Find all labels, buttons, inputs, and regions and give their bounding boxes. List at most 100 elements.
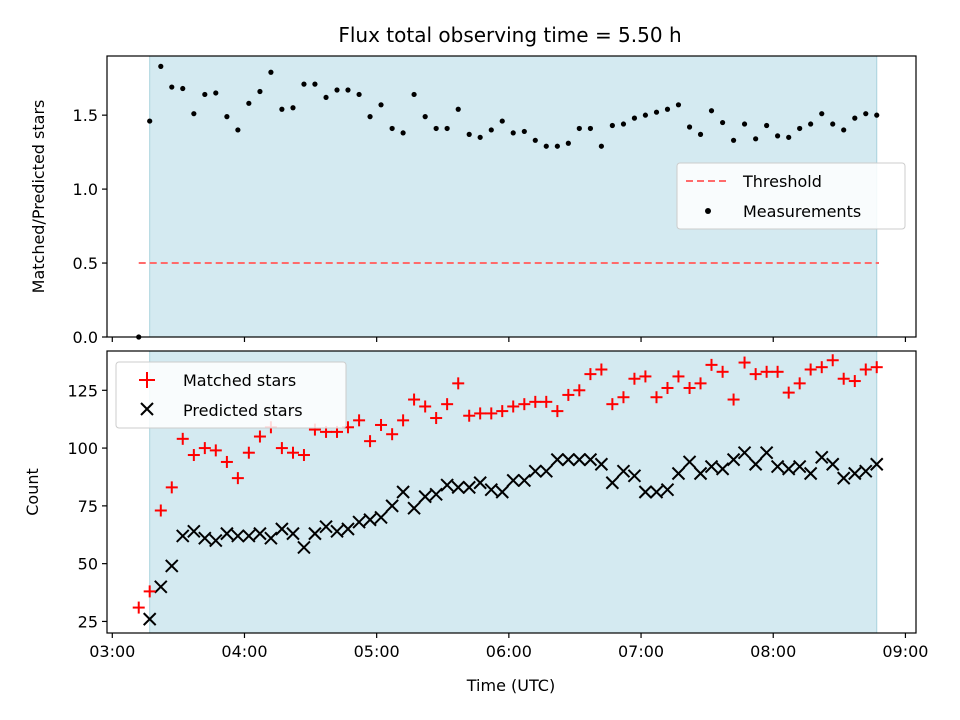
measurement-point [389,125,395,132]
predicted-stars-point [154,580,168,594]
predicted-stars-point [715,462,730,476]
measurement-point [609,122,615,129]
matched-stars-point [793,377,806,390]
ratio-x-ticks [111,337,907,342]
matched-stars-point [639,370,652,383]
predicted-stars-point [407,501,421,515]
measurement-point [378,102,384,108]
predicted-stars-point [682,455,697,469]
predicted-stars-point [374,510,388,525]
matched-stars-point [286,446,299,459]
matched-stars-point [837,372,850,385]
predicted-stars-point [605,476,620,490]
predicted-stars-point [418,489,432,504]
measurement-point [874,112,880,118]
measurement-point [224,114,230,120]
ratio-legend-box [676,162,906,230]
measurements-series [136,63,880,340]
x-tick-label: 08:00 [750,642,796,661]
measurement-point [532,137,538,143]
x-tick-label: 09:00 [882,642,928,661]
matched-stars-point [672,370,685,383]
predicted-stars-point [440,478,454,492]
measurement-point [841,127,847,133]
predicted-stars-point [594,457,609,471]
predicted-stars-point [671,466,686,481]
predicted-stars-point [330,524,344,539]
matched-stars-point [154,504,167,517]
measurement-point [720,119,726,126]
predicted-stars-point [495,485,509,499]
matched-stars-point [132,601,145,614]
measurement-point [147,118,153,124]
matched-legend-label: Matched stars [183,371,296,390]
matched-stars-series [132,354,883,614]
matched-stars-point [826,354,839,367]
measurement-point [499,118,505,124]
predicted-stars-point [451,480,465,495]
x-tick-label: 03:00 [89,642,135,661]
measurements-legend-label: Measurements [743,202,861,221]
matched-stars-point [694,377,707,390]
predicted-stars-point [616,464,631,478]
matched-stars-point [496,405,509,418]
matched-stars-point [870,361,883,374]
predicted-stars-point [803,466,818,481]
measurement-point [653,109,660,115]
measurement-point [664,106,671,112]
matched-stars-point [441,398,454,411]
ratio-panel-frame [106,55,917,338]
predicted-stars-point [396,485,410,499]
measurement-point [697,131,704,137]
matched-stars-point [595,363,608,376]
predicted-stars-point [660,482,675,497]
predicted-stars-point [231,529,245,543]
predicted-legend-label: Predicted stars [183,401,303,420]
count-panel: 25 50 75 100 125 03:00 04:00 05:00 06:00 07:00 08… [23,350,928,695]
count-panel-frame [106,350,917,634]
matched-stars-point [209,444,222,457]
measurement-point [576,125,582,132]
measurements-legend-swatch [705,208,711,214]
predicted-stars-point [142,612,157,626]
measurement-point [235,127,241,133]
measurement-point [708,108,715,114]
matched-stars-point [430,412,443,425]
predicted-stars-point [792,459,807,474]
predicted-stars-point [583,452,598,467]
predicted-stars-point [253,526,267,541]
measurement-point [819,111,825,117]
measurement-point [213,90,219,96]
matched-stars-point [275,442,288,455]
predicted-stars-point [528,464,543,478]
predicted-stars-point [627,469,642,483]
matched-stars-point [727,393,740,406]
measurement-point [510,130,516,136]
ratio-legend: Threshold Measurements [676,162,906,230]
matched-stars-point [771,365,784,378]
measurement-point [422,114,428,120]
matched-stars-point [187,449,200,462]
measurement-point [290,105,296,111]
predicted-stars-point [704,459,719,474]
threshold-legend-label: Threshold [742,172,822,191]
matched-stars-point [661,381,674,394]
predicted-stars-point [275,522,289,536]
matched-stars-point [408,393,421,406]
measurement-point [830,121,836,127]
y-tick-label: 1.0 [73,180,98,199]
y-tick-label: 100 [67,439,98,458]
predicted-stars-point [176,529,190,543]
matched-stars-point [165,481,178,494]
measurement-point [477,134,483,140]
predicted-stars-point [385,499,399,513]
matched-stars-point [760,365,773,378]
predicted-stars-point [649,485,664,499]
measurement-point [642,112,649,118]
measurement-point [169,84,175,90]
predicted-stars-point [826,457,840,471]
measurement-point [764,122,770,129]
matched-stars-point [551,405,564,418]
count-legend: Matched stars Predicted stars [115,361,347,429]
